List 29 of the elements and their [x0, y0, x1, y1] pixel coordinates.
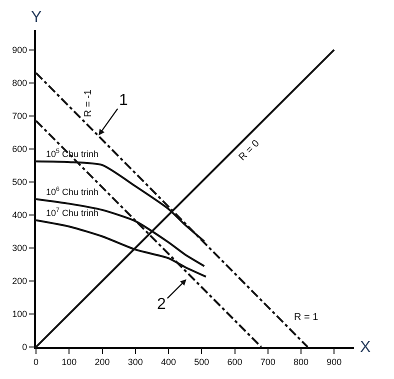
x-tick-label: 300	[128, 356, 143, 367]
y-tick-label: 0	[22, 342, 28, 352]
annotation: R = 1	[294, 312, 319, 323]
y-tick-label: 200	[12, 276, 28, 286]
annotation: 2	[157, 296, 166, 313]
y-tick-label: 300	[12, 243, 28, 254]
y-tick-label: 900	[12, 44, 28, 55]
annotation: R = -1	[82, 89, 94, 118]
x-tick-label: 400	[160, 356, 176, 367]
x-tick-label: 700	[260, 356, 276, 367]
x-tick-label: 800	[293, 356, 309, 367]
y-axis-title: Y	[31, 9, 42, 26]
y-tick-label: 500	[12, 177, 28, 188]
x-tick-label: 0	[33, 356, 39, 367]
annotation: 1	[119, 92, 128, 109]
y-tick-label: 400	[12, 210, 28, 220]
x-tick-label: 500	[194, 356, 210, 367]
y-tick-label: 600	[12, 144, 28, 154]
y-tick-label: 800	[12, 78, 28, 88]
x-axis-title: X	[360, 339, 371, 356]
y-tick-label: 700	[12, 111, 28, 121]
x-tick-label: 200	[94, 356, 110, 367]
x-tick-label: 900	[326, 356, 342, 367]
series-label: 10$^{6}$ Chu trinh	[46, 186, 99, 197]
annotation: R = 0	[236, 138, 262, 164]
y-tick-label: 100	[12, 309, 28, 320]
x-tick-label: 600	[227, 356, 242, 367]
series-label: 10$^{7}$ Chu trinh	[46, 207, 99, 218]
x-tick-label: 100	[62, 356, 77, 367]
